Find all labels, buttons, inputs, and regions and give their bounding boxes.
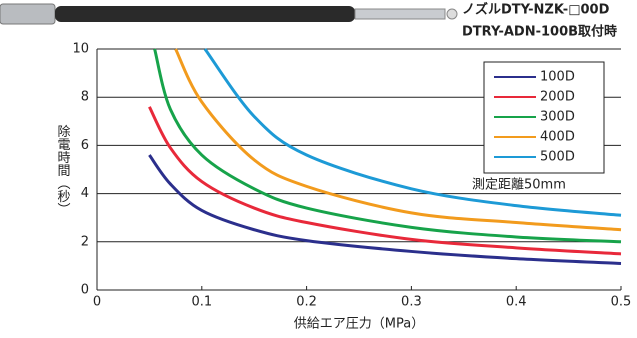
legend-box (483, 61, 605, 174)
legend-label: 100D (540, 70, 575, 85)
y-tick-label: 2 (81, 234, 89, 249)
x-tick-label: 0.2 (296, 295, 317, 310)
y-tick-label: 0 (81, 283, 89, 298)
header-line: ノズルDTY-NZK-□00D (462, 2, 610, 18)
y-axis-label: 除電時間（秒） (55, 125, 71, 216)
y-tick-label: 4 (81, 186, 89, 201)
series-line (148, 154, 622, 265)
y-tick-label: 6 (81, 138, 89, 153)
legend-label: 500D (540, 150, 575, 165)
series-line (174, 48, 622, 232)
series-line (148, 106, 622, 256)
header-line: DTRY-ADN-100B取付時 (462, 24, 617, 40)
y-tick-label: 10 (72, 42, 89, 57)
x-tick-label: 0.4 (506, 295, 527, 310)
y-tick-label: 8 (81, 90, 89, 105)
nozzle-photo (0, 3, 458, 25)
annotation: 測定距離50mm (472, 178, 566, 193)
legend-label: 200D (540, 90, 575, 105)
legend-label: 400D (540, 130, 575, 145)
x-axis-label: 供給エア圧力（MPa） (294, 317, 424, 332)
legend-label: 300D (540, 110, 575, 125)
x-tick-label: 0.5 (611, 295, 632, 310)
x-tick-label: 0 (93, 295, 101, 310)
x-tick-label: 0.3 (401, 295, 422, 310)
x-tick-label: 0.1 (191, 295, 212, 310)
series-line (203, 48, 622, 217)
series-line (153, 48, 622, 244)
